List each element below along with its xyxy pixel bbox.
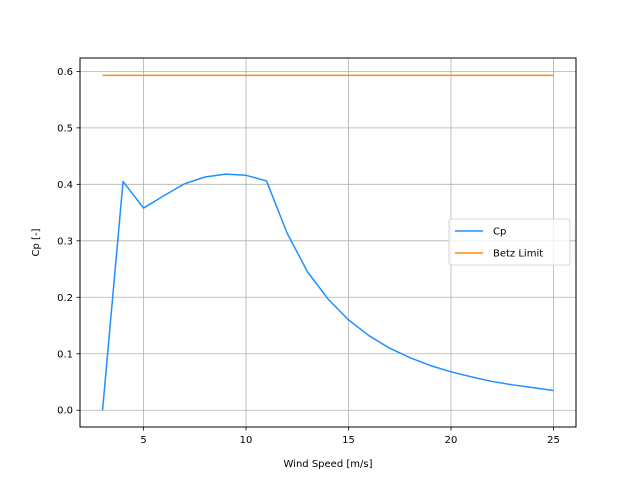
series-line-cp [101,173,554,411]
y-tick-label: 0.4 [57,180,73,191]
x-tick-label: 15 [342,435,355,446]
y-tick-label: 0.5 [57,123,73,134]
legend: Cp Betz Limit [448,218,571,266]
series-layer [101,74,554,411]
x-tick-label: 5 [140,435,146,446]
x-axis-label: Wind Speed [m/s] [284,459,373,470]
x-tick-label: 25 [547,435,560,446]
x-tick-label: 10 [240,435,253,446]
y-axis-label: Cp [-] [31,228,42,256]
y-tick-label: 0.0 [57,406,73,417]
plot-frame [79,57,577,428]
y-tick-label: 0.3 [57,236,73,247]
legend-label-betz-limit: Betz Limit [493,249,543,260]
x-tick-label: 20 [445,435,458,446]
axis-ticks: 5 10 15 20 25 0.0 0.1 0.2 0.3 0.4 0.5 0.6 [57,67,560,446]
y-tick-label: 0.2 [57,293,73,304]
y-tick-label: 0.6 [57,67,73,78]
legend-label-cp: Cp [493,227,506,238]
y-tick-label: 0.1 [57,349,73,360]
